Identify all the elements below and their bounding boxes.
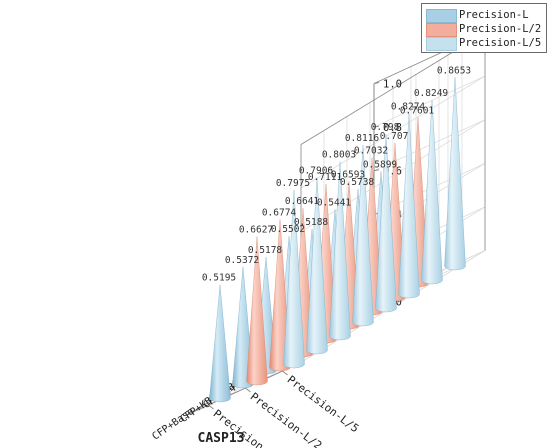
data-label: 0.8653 xyxy=(437,65,471,76)
cone xyxy=(209,284,231,403)
grid-line xyxy=(373,75,486,128)
data-label: 0.5899 xyxy=(363,159,398,170)
data-label: 0.798 xyxy=(371,122,400,133)
x-tick-mark xyxy=(196,406,202,410)
data-label: 0.8274 xyxy=(391,102,426,113)
legend-swatch xyxy=(426,23,457,37)
cone xyxy=(329,161,351,341)
legend-item-precision-l: Precision-L xyxy=(426,8,544,23)
cone xyxy=(421,100,443,285)
legend-item-precision-l5: Precision-L/5 xyxy=(426,36,544,51)
data-label: 0.7975 xyxy=(276,178,310,189)
data-label: 0.6641 xyxy=(285,196,320,207)
data-label: 0.8116 xyxy=(345,133,380,144)
value-labels: 0.8653 0.7601 0.8249 0.5899 0.707 0.8274 0.573… xyxy=(202,65,471,283)
data-label: 0.707 xyxy=(380,131,409,142)
cone xyxy=(246,236,268,386)
data-label: 0.5372 xyxy=(225,255,259,266)
data-label: 0.7906 xyxy=(299,166,334,177)
x-axis-title: CASP13 xyxy=(198,431,245,446)
data-label: 0.5188 xyxy=(294,217,329,228)
z-tick-mark xyxy=(373,125,380,128)
data-label: 0.5178 xyxy=(248,245,283,256)
legend-label: Precision-L xyxy=(459,9,529,21)
data-label: 0.8249 xyxy=(414,88,449,99)
legend-label: Precision-L/5 xyxy=(459,37,542,49)
data-label: 0.5738 xyxy=(340,177,375,188)
data-label: 0.7601 xyxy=(400,105,435,116)
cone xyxy=(283,190,305,369)
data-label: 0.7032 xyxy=(354,146,388,157)
cone xyxy=(398,113,420,299)
data-label: 0.6774 xyxy=(262,207,297,218)
cone xyxy=(352,145,374,327)
data-label: 0.5502 xyxy=(271,224,305,235)
depth-tick-mark xyxy=(245,387,251,393)
depth-tick-mark xyxy=(208,404,214,410)
legend-swatch xyxy=(426,9,457,23)
data-label: 0.5195 xyxy=(202,273,236,284)
legend-item-precision-l2: Precision-L/2 xyxy=(426,22,544,37)
z-tick-mark xyxy=(373,169,380,172)
cone xyxy=(375,134,397,313)
z-tick-mark xyxy=(373,82,380,84)
z-tick-label: 0.8 xyxy=(383,122,402,134)
data-label: 0.5441 xyxy=(317,197,352,208)
legend: Precision-L Precision-L/2 Precision-L/5 xyxy=(421,3,547,53)
cones xyxy=(209,77,466,403)
depth-tick-mark xyxy=(282,370,288,376)
cone xyxy=(306,177,328,355)
z-tick-label: 1.0 xyxy=(383,79,402,91)
data-label: 0.6627 xyxy=(239,225,273,236)
legend-label: Precision-L/2 xyxy=(459,23,542,35)
data-label: 0.7111 xyxy=(308,172,343,183)
data-label: 0.6593 xyxy=(331,169,365,180)
legend-swatch xyxy=(426,37,457,51)
cone xyxy=(444,77,466,271)
data-label: 0.8003 xyxy=(322,150,356,161)
